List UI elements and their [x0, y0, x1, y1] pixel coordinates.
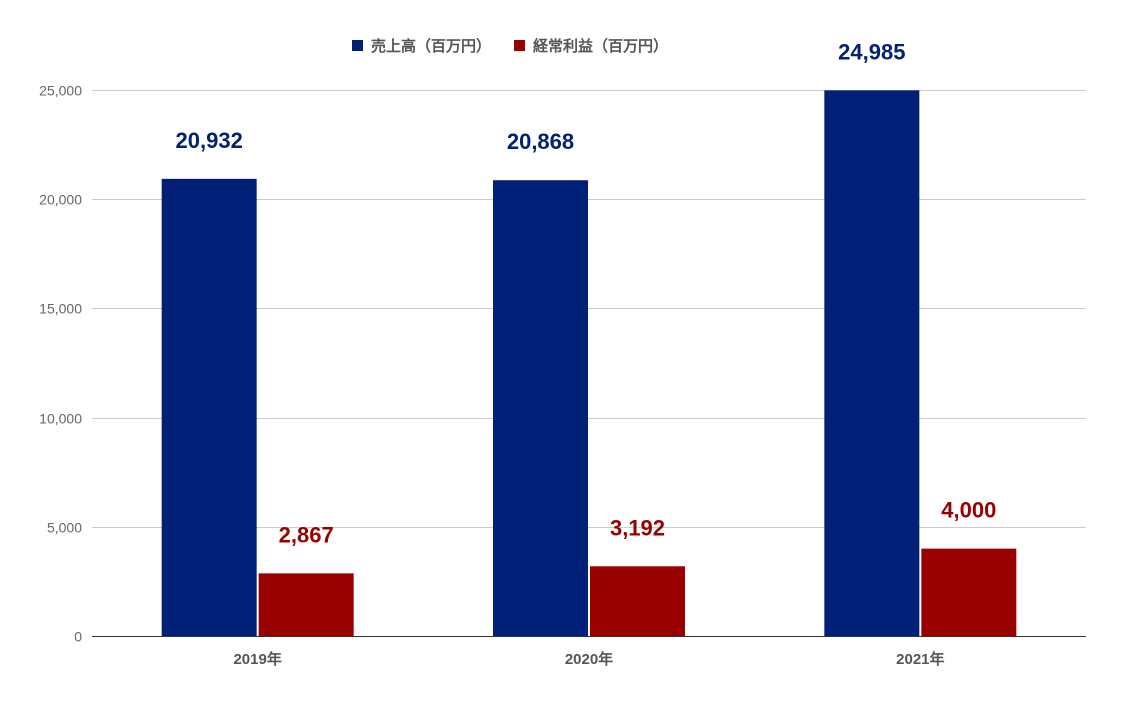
grid-lines — [92, 90, 1086, 637]
x-tick-label: 2020年 — [565, 650, 613, 668]
bar-ordinary-profit-3 — [921, 548, 1017, 636]
y-tick-label: 0 — [74, 629, 82, 645]
data-label: 3,192 — [610, 515, 665, 540]
legend-swatch — [514, 40, 525, 51]
bar-sales-1 — [161, 178, 257, 636]
x-tick-label: 2019年 — [233, 650, 281, 668]
data-label: 4,000 — [941, 498, 996, 523]
data-label: 20,932 — [176, 128, 243, 153]
y-axis-ticks: 0 5,000 10,000 15,000 20,000 25,000 — [39, 83, 82, 645]
legend: 売上高（百万円） 経常利益（百万円） — [352, 37, 668, 55]
x-tick-label: 2021年 — [896, 650, 944, 668]
y-tick-label: 5,000 — [47, 520, 82, 536]
data-labels: 20,932 2,867 20,868 3,192 24,985 4,000 — [176, 39, 997, 547]
y-tick-label: 15,000 — [39, 301, 82, 317]
data-label: 24,985 — [838, 39, 905, 64]
y-tick-label: 20,000 — [39, 192, 82, 208]
legend-label: 売上高（百万円） — [371, 37, 491, 55]
legend-label: 経常利益（百万円） — [533, 37, 668, 55]
x-axis-ticks: 2019年 2020年 2021年 — [233, 650, 944, 668]
y-tick-label: 25,000 — [39, 83, 82, 99]
bar-ordinary-profit-1 — [258, 573, 354, 636]
y-tick-label: 10,000 — [39, 411, 82, 427]
bar-ordinary-profit-2 — [590, 566, 685, 636]
bars — [161, 90, 1017, 637]
data-label: 2,867 — [279, 522, 334, 547]
legend-swatch — [352, 40, 363, 51]
data-label: 20,868 — [507, 129, 574, 154]
bar-sales-2 — [493, 180, 588, 637]
bar-sales-3 — [824, 90, 920, 637]
